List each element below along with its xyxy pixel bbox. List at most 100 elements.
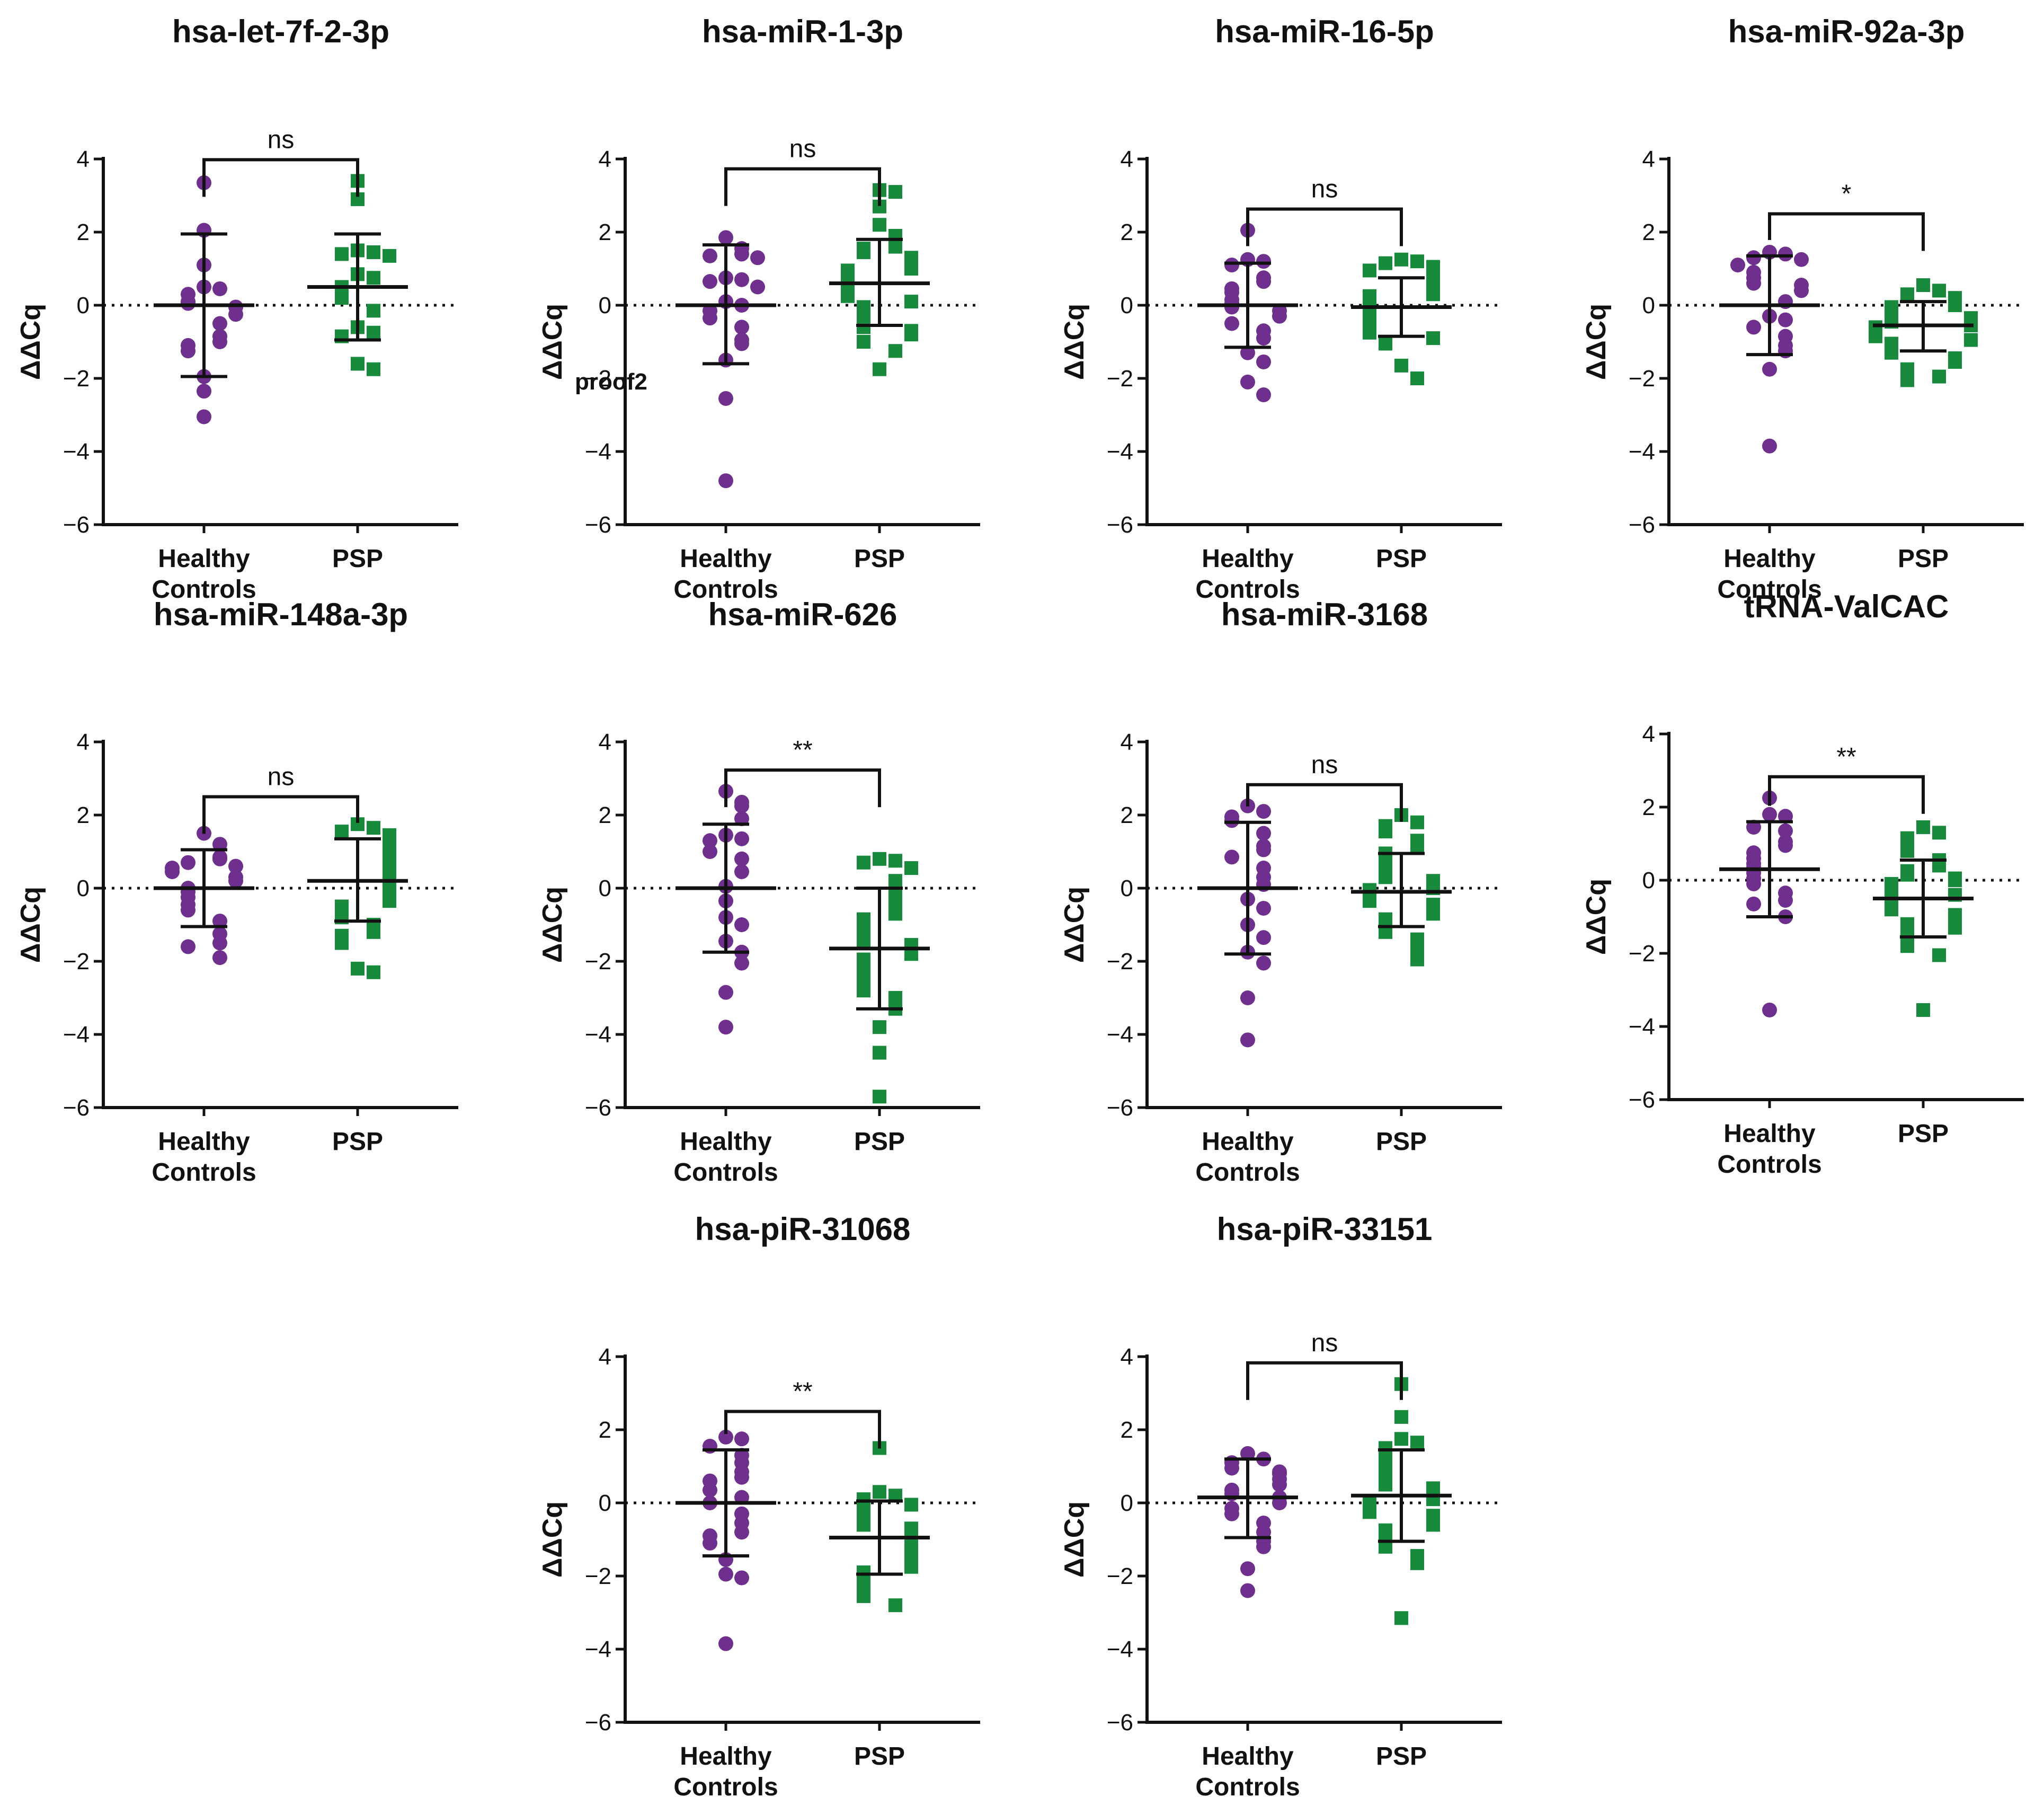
psp-point [857, 1589, 870, 1603]
healthy-point [165, 864, 180, 879]
significance-bracket [1246, 1361, 1403, 1400]
y-tick-label: 0 [1121, 875, 1133, 901]
healthy-point [197, 384, 211, 399]
psp-point [1379, 337, 1392, 351]
y-tick-label: 2 [1121, 1417, 1133, 1443]
y-tick-label: −2 [1629, 941, 1655, 967]
psp-point [367, 362, 380, 376]
healthy-point [1256, 274, 1271, 289]
psp-point [1900, 867, 1914, 882]
healthy-point [212, 851, 227, 866]
y-tick-label: −4 [585, 1636, 611, 1662]
watermark-label: proof2 [575, 369, 647, 395]
y-tick-label: −2 [585, 949, 611, 975]
psp-point [1394, 252, 1408, 267]
healthy-point [1256, 331, 1271, 346]
psp-point [1363, 325, 1376, 340]
psp-point [904, 327, 918, 342]
healthy-point [212, 914, 227, 929]
psp-point [1900, 373, 1914, 387]
psp-point [873, 1090, 886, 1104]
healthy-point [1224, 258, 1239, 273]
healthy-point [734, 798, 749, 813]
x-category-label: Healthy [680, 1128, 772, 1156]
y-tick-label: −2 [1107, 1563, 1133, 1589]
healthy-point [212, 837, 227, 852]
psp-point [904, 295, 918, 309]
healthy-point [181, 939, 195, 954]
psp-point [888, 1598, 902, 1613]
psp-point [1885, 346, 1898, 360]
psp-point [873, 362, 886, 376]
psp-point [904, 1498, 918, 1512]
healthy-point [718, 1636, 733, 1651]
y-tick-label: −4 [1107, 439, 1133, 465]
y-tick-label: 0 [77, 293, 90, 318]
psp-point [1394, 358, 1408, 373]
y-tick-label: 2 [77, 802, 90, 828]
healthy-point [1256, 387, 1271, 403]
y-tick-label: 4 [1121, 729, 1133, 755]
psp-point [888, 907, 902, 921]
healthy-point [718, 230, 733, 245]
psp-point [873, 1485, 886, 1499]
psp-point [367, 925, 380, 939]
healthy-point [1256, 826, 1271, 841]
psp-point [383, 894, 396, 908]
x-category-label: Controls [673, 1773, 778, 1797]
y-tick-label: 0 [1121, 1490, 1133, 1516]
y-tick-label: −2 [1107, 366, 1133, 392]
psp-point [1426, 1518, 1440, 1532]
significance-bracket [202, 158, 359, 197]
psp-point [888, 344, 902, 358]
y-axis-label: ΔΔCq [15, 887, 46, 963]
psp-point [1948, 920, 1962, 935]
healthy-point [197, 409, 211, 424]
y-tick-label: 0 [599, 293, 611, 318]
healthy-point [734, 320, 749, 335]
psp-point [1900, 939, 1914, 953]
y-tick-label: −2 [1629, 366, 1655, 392]
psp-point [1410, 371, 1424, 385]
y-tick-label: −6 [1629, 512, 1655, 538]
psp-point [1964, 333, 1978, 347]
panel-10: hsa-piR-33151 ΔΔCq 4 2 0 −2 −4 −6 HealthyControl… [1059, 1211, 1502, 1797]
y-tick-label: 0 [599, 1490, 611, 1516]
psp-point [351, 961, 365, 976]
y-tick-label: 2 [1642, 219, 1655, 245]
psp-point [1379, 825, 1392, 839]
x-category-label: Healthy [680, 1742, 772, 1771]
healthy-point [1240, 1032, 1255, 1048]
y-tick-label: 4 [599, 729, 611, 755]
psp-point [888, 854, 902, 868]
healthy-point [734, 272, 749, 287]
healthy-point [228, 873, 243, 889]
psp-point [873, 1020, 886, 1034]
y-axis-label: ΔΔCq [1059, 304, 1090, 380]
x-category-label: Healthy [1723, 545, 1816, 573]
y-tick-label: −6 [63, 512, 90, 538]
healthy-point [734, 1431, 749, 1447]
psp-point [1379, 1477, 1392, 1492]
psp-point [1363, 894, 1376, 908]
panel-2: hsa-miR-1-3p ΔΔCq 4 2 0 −2 −4 −6 Healthy Controls… [537, 14, 980, 604]
significance-bracket [202, 795, 359, 834]
significance-label: ns [268, 126, 295, 154]
healthy-point [1256, 1539, 1271, 1554]
healthy-point [734, 336, 749, 351]
panel-title: hsa-piR-33151 [1217, 1211, 1433, 1247]
healthy-point [718, 985, 733, 1000]
healthy-point [212, 950, 227, 966]
y-axis-label: ΔΔCq [537, 304, 568, 380]
healthy-point [718, 1429, 733, 1445]
healthy-point [703, 1482, 717, 1498]
panel-9: hsa-piR-31068 ΔΔCq 4 2 0 −2 −4 −6 HealthyControl… [537, 1211, 980, 1797]
healthy-point [703, 844, 717, 859]
healthy-point [1240, 374, 1255, 390]
y-axis-label: ΔΔCq [1581, 879, 1612, 955]
significance-bracket [1768, 212, 1925, 251]
x-category-label: PSP [1898, 545, 1949, 573]
x-category-label: Healthy [1202, 545, 1294, 573]
y-tick-label: −2 [63, 949, 90, 975]
